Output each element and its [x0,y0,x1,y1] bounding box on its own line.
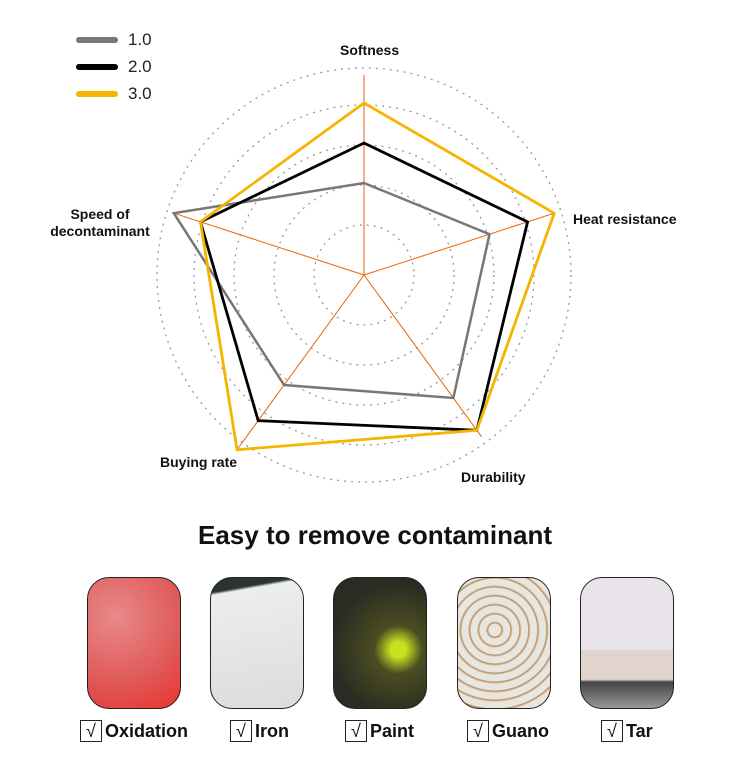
grid-circle [273,184,455,366]
grid-circle [233,144,495,406]
series-3.0 [198,101,556,452]
legend-label: 1.0 [128,29,152,49]
check-icon: √ [601,720,623,742]
check-icon: √ [467,720,489,742]
paint-photo [333,577,427,709]
axis-label-speed: Speed of decontaminant [50,206,150,239]
item-label: Guano [492,720,549,741]
item-paint: √ Paint [345,720,414,742]
item-label: Oxidation [105,720,189,741]
tar-photo [580,577,674,709]
item-label: Paint [370,720,415,741]
item-guano: √ Guano [467,720,549,742]
check-icon: √ [230,720,252,742]
series-1.0 [171,181,491,400]
legend-item-3: 3.0 [76,80,152,107]
iron-photo [210,577,304,709]
legend: 1.0 2.0 3.0 [76,26,152,107]
legend-item-2: 2.0 [76,53,152,80]
oxidation-photo [87,577,181,709]
axis-label-durability: Durability [461,469,526,485]
radar-chart [156,67,572,483]
check-icon: √ [345,720,367,742]
axis-label-heat-resistance: Heat resistance [573,211,677,227]
legend-label: 2.0 [128,56,152,76]
guano-photo [457,577,551,709]
axis-line [173,212,365,276]
series-2.0 [198,141,530,432]
item-tar: √ Tar [601,720,653,742]
item-label: Iron [255,720,289,741]
item-iron: √ Iron [230,720,289,742]
legend-item-1: 1.0 [76,26,152,53]
item-label: Tar [626,720,653,741]
axis-line [363,212,555,276]
axis-line [363,274,482,438]
grid-circle [156,67,572,483]
axis-label-buying-rate: Buying rate [160,454,238,470]
legend-label: 3.0 [128,83,152,103]
section-title: Easy to remove contaminant [198,520,552,550]
item-oxidation: √ Oxidation [80,720,188,742]
grid-circle [313,224,415,326]
axis-label-softness: Softness [340,42,400,58]
check-icon: √ [80,720,102,742]
grid-circle [193,104,535,446]
